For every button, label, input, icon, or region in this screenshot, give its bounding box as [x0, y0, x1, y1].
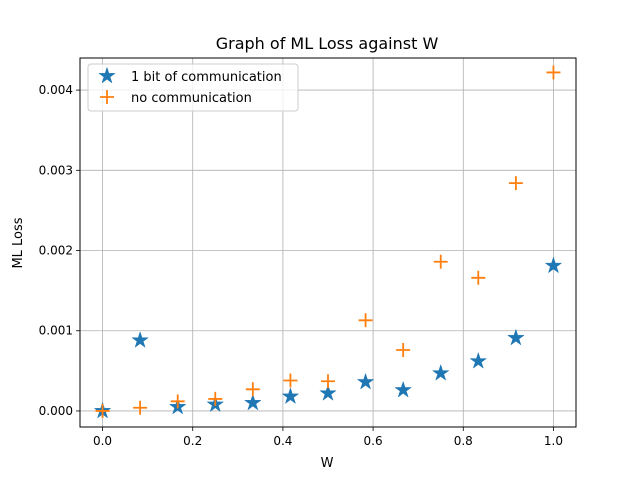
x-tick-label: 1.0 [544, 434, 563, 448]
legend-label-1-bit: 1 bit of communication [131, 70, 282, 85]
legend-plus-mark [100, 90, 114, 104]
data-point-star [431, 363, 450, 381]
legend: 1 bit of communication no communication [87, 63, 299, 112]
grid-lines [80, 58, 576, 427]
axes-frame [79, 57, 577, 428]
data-point-plus [433, 254, 448, 269]
data-point-star [394, 380, 413, 398]
data-point-star [281, 387, 300, 405]
x-tick-label: 0.4 [273, 434, 292, 448]
data-point-plus [508, 176, 523, 191]
data-point-star [544, 256, 563, 274]
data-point-plus [471, 270, 486, 285]
y-tick-label: 0.000 [39, 404, 73, 418]
data-point-plus [208, 391, 223, 406]
data-point-plus [396, 342, 411, 357]
data-point-plus [358, 313, 373, 328]
y-tick-label: 0.004 [39, 83, 73, 97]
y-tick-label: 0.003 [39, 163, 73, 177]
data-point-plus [95, 403, 110, 418]
data-point-star [243, 393, 262, 411]
x-tick-label: 0.6 [364, 434, 383, 448]
data-point-star [319, 383, 337, 401]
x-axis-label: W [321, 456, 334, 471]
data-point-plus [283, 373, 298, 388]
legend-marker-star [98, 66, 116, 84]
y-tick-label: 0.001 [39, 324, 73, 338]
legend-box [87, 63, 299, 112]
axis-ticks: 0.0 0.2 0.4 0.6 0.8 1.0 0.000 0.001 0.002 0.003 0.… [39, 83, 563, 448]
data-points [93, 65, 563, 419]
y-tick-label: 0.002 [39, 244, 73, 258]
legend-star-mark [98, 66, 116, 84]
y-axis-label: ML Loss [11, 217, 26, 268]
data-point-star [469, 351, 488, 369]
data-point-plus [170, 394, 185, 409]
data-point-star [356, 372, 375, 390]
x-tick-label: 0.2 [183, 434, 202, 448]
data-point-plus [245, 382, 260, 397]
data-point-plus [321, 374, 335, 389]
x-tick-label: 0.8 [454, 434, 473, 448]
chart-title: Graph of ML Loss against W [216, 34, 439, 53]
x-tick-label: 0.0 [93, 434, 112, 448]
data-point-star [131, 331, 149, 348]
legend-marker-plus [100, 90, 114, 104]
data-point-plus [133, 400, 148, 415]
data-point-plus [546, 65, 561, 80]
legend-label-no-communication: no communication [131, 91, 252, 106]
data-point-star [507, 328, 525, 346]
